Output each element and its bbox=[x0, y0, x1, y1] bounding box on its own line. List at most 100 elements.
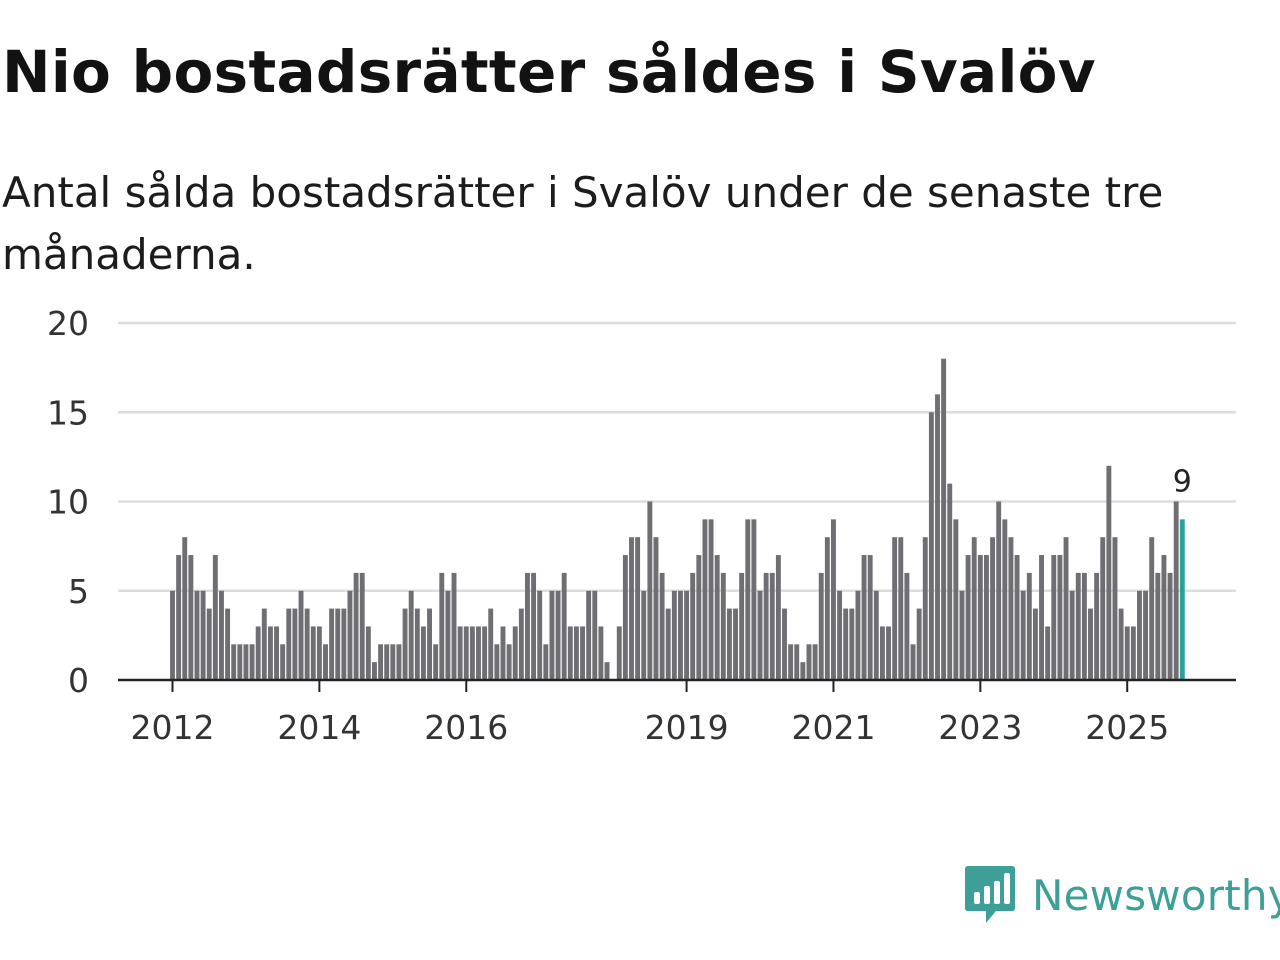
x-tick-label: 2014 bbox=[277, 708, 361, 747]
bar bbox=[225, 608, 231, 680]
bar bbox=[953, 519, 959, 680]
bar bbox=[555, 590, 561, 680]
bar bbox=[849, 608, 855, 680]
bar bbox=[665, 608, 671, 680]
bar bbox=[390, 644, 396, 680]
chart-subtitle: Antal sålda bostadsrätter i Svalöv under… bbox=[2, 168, 1164, 279]
bar-chart: 0 5 10 15 20 2012 2014 2016 2019 2021 2023 2025 9 bbox=[47, 304, 1236, 747]
bar bbox=[353, 572, 359, 680]
bar bbox=[310, 626, 316, 680]
bar bbox=[910, 644, 916, 680]
bar bbox=[1002, 519, 1008, 680]
bar bbox=[341, 608, 347, 680]
bar bbox=[684, 590, 690, 680]
bar bbox=[696, 555, 702, 680]
bar bbox=[984, 555, 989, 680]
bar bbox=[1020, 590, 1026, 680]
bar bbox=[757, 590, 763, 680]
bar bbox=[1112, 537, 1118, 680]
bar bbox=[1155, 572, 1161, 680]
bar bbox=[1143, 590, 1149, 680]
bar bbox=[255, 626, 261, 680]
bar bbox=[451, 572, 457, 680]
bar bbox=[616, 626, 622, 680]
bar bbox=[457, 626, 463, 680]
bar bbox=[775, 555, 781, 680]
bar bbox=[739, 572, 745, 680]
y-tick-label: 0 bbox=[68, 661, 89, 700]
x-tick-label: 2021 bbox=[791, 708, 875, 747]
bar bbox=[1057, 555, 1063, 680]
bar bbox=[635, 537, 641, 680]
bar bbox=[200, 590, 206, 680]
bar bbox=[1026, 572, 1032, 680]
bar bbox=[573, 626, 579, 680]
bar bbox=[549, 590, 555, 680]
y-tick-label: 10 bbox=[47, 483, 89, 522]
bar bbox=[304, 608, 310, 680]
bar bbox=[561, 572, 567, 680]
bar bbox=[267, 626, 273, 680]
bar bbox=[347, 590, 353, 680]
bar bbox=[782, 608, 787, 680]
data-label-latest: 9 bbox=[1173, 464, 1192, 499]
bar bbox=[831, 519, 836, 680]
bar bbox=[904, 572, 910, 680]
bar bbox=[543, 644, 549, 680]
bar bbox=[837, 590, 843, 680]
bar bbox=[935, 394, 940, 680]
bar bbox=[469, 626, 475, 680]
bar bbox=[188, 555, 194, 680]
bar bbox=[941, 358, 947, 680]
bar bbox=[384, 644, 390, 680]
bar bbox=[659, 572, 665, 680]
chart-title: Nio bostadsrätter såldes i Svalöv bbox=[2, 38, 1096, 106]
x-tick-label: 2025 bbox=[1085, 708, 1169, 747]
bar bbox=[1124, 626, 1130, 680]
bar bbox=[219, 590, 224, 680]
bar bbox=[965, 555, 971, 680]
bar bbox=[1100, 537, 1106, 680]
bar bbox=[500, 626, 506, 680]
bar bbox=[365, 626, 371, 680]
bar bbox=[873, 590, 879, 680]
bar bbox=[420, 626, 426, 680]
bar bbox=[622, 555, 628, 680]
bar bbox=[537, 590, 543, 680]
bar bbox=[372, 662, 377, 680]
bar bbox=[1051, 555, 1057, 680]
bar bbox=[427, 608, 432, 680]
brand-name[interactable]: Newsworthy bbox=[1032, 870, 1280, 920]
bar bbox=[1161, 555, 1167, 680]
bar bbox=[745, 519, 751, 680]
bar bbox=[959, 590, 965, 680]
bar bbox=[898, 537, 904, 680]
bar bbox=[243, 644, 249, 680]
bar bbox=[824, 537, 830, 680]
bar bbox=[402, 608, 408, 680]
bar bbox=[512, 626, 518, 680]
bar bbox=[947, 483, 953, 680]
bar bbox=[769, 572, 775, 680]
bar bbox=[1075, 572, 1081, 680]
bar bbox=[708, 519, 714, 680]
bar bbox=[990, 537, 996, 680]
bar bbox=[788, 644, 794, 680]
bar bbox=[414, 608, 420, 680]
brand-logo[interactable]: Newsworthy bbox=[964, 864, 1280, 926]
bar bbox=[867, 555, 873, 680]
bar bbox=[1045, 626, 1051, 680]
bar bbox=[439, 572, 445, 680]
newsworthy-logo-icon bbox=[965, 866, 1015, 923]
bar bbox=[751, 519, 757, 680]
bar bbox=[482, 626, 488, 680]
bar bbox=[586, 590, 592, 680]
bar bbox=[1088, 608, 1093, 680]
bar bbox=[629, 537, 634, 680]
bar bbox=[806, 644, 812, 680]
bar bbox=[567, 626, 573, 680]
bar bbox=[1173, 501, 1179, 680]
bar bbox=[720, 572, 726, 680]
y-tick-label: 15 bbox=[47, 393, 89, 432]
bar bbox=[518, 608, 524, 680]
